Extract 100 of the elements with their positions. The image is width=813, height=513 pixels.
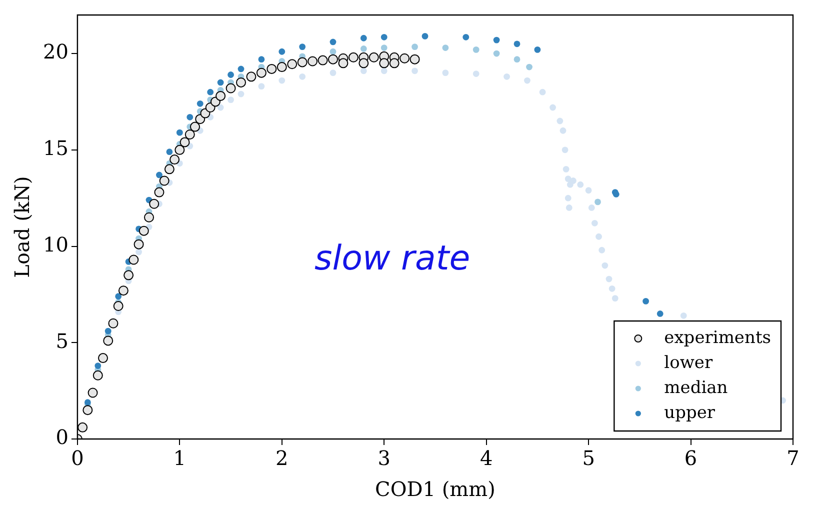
point [585, 187, 592, 194]
point [462, 34, 470, 40]
point [680, 312, 687, 319]
y-tick-label: 20 [42, 40, 68, 64]
point [166, 148, 173, 156]
point [564, 176, 572, 182]
legend-label: experiments [664, 328, 772, 348]
point [82, 405, 93, 416]
point [278, 48, 286, 55]
point [534, 46, 541, 53]
point [159, 176, 170, 186]
point [118, 286, 128, 296]
point [246, 72, 256, 82]
legend-label: lower [664, 352, 714, 373]
x-tick-label: 4 [480, 446, 493, 470]
legend-label: median [664, 378, 728, 398]
y-tick-label: 5 [56, 328, 68, 353]
point [256, 68, 266, 78]
point [328, 54, 338, 64]
point [526, 64, 532, 70]
point [184, 129, 195, 140]
point [338, 58, 348, 68]
point [228, 72, 234, 78]
x-tick-label: 2 [276, 446, 288, 470]
y-tick-label: 15 [42, 136, 68, 160]
point [136, 248, 142, 256]
point [562, 166, 570, 172]
point [186, 114, 194, 120]
point [422, 33, 428, 40]
point [389, 58, 400, 68]
point [577, 181, 584, 188]
point [360, 34, 367, 42]
point [412, 68, 418, 74]
point [228, 96, 234, 103]
point [360, 68, 367, 74]
point [180, 137, 190, 148]
point [299, 73, 306, 80]
y-tick-label: 10 [42, 232, 68, 256]
point [598, 246, 606, 254]
point [128, 254, 139, 265]
point [238, 90, 244, 98]
point [330, 38, 336, 46]
point [216, 90, 226, 101]
point [410, 54, 420, 64]
point [78, 422, 88, 432]
point [330, 48, 336, 55]
point [190, 122, 200, 132]
point [258, 83, 265, 90]
point [591, 220, 598, 226]
point [134, 239, 144, 250]
x-tick-label: 7 [786, 446, 800, 470]
x-tick-label: 5 [582, 446, 595, 470]
point [94, 362, 102, 369]
point [103, 336, 114, 346]
point [606, 276, 612, 282]
point [380, 44, 388, 51]
point [104, 328, 112, 334]
point [124, 270, 134, 280]
point [217, 79, 224, 86]
point [276, 62, 287, 72]
point [442, 44, 449, 51]
point [348, 52, 358, 62]
point [562, 146, 568, 154]
point [602, 262, 608, 269]
x-axis-title: COD1 (mm) [375, 477, 496, 502]
y-tick-label: 0 [56, 425, 68, 450]
point [217, 104, 224, 111]
point [258, 56, 265, 63]
point [299, 44, 306, 50]
point [472, 46, 480, 53]
point [308, 56, 318, 66]
point [266, 64, 277, 74]
point [330, 70, 336, 76]
point [278, 77, 286, 84]
point [472, 70, 480, 77]
point [596, 233, 602, 240]
y-axis-title: Load (kN) [10, 176, 34, 278]
point [566, 204, 572, 211]
point [493, 36, 500, 44]
point [514, 56, 520, 63]
point [236, 77, 246, 88]
point [115, 293, 122, 300]
point [238, 66, 244, 72]
point [560, 127, 566, 134]
point [207, 88, 214, 96]
point [176, 129, 183, 136]
point [318, 55, 328, 66]
point [154, 187, 164, 198]
point [442, 70, 449, 76]
point [174, 144, 185, 155]
point [164, 164, 174, 174]
point [564, 194, 572, 202]
point [170, 154, 180, 165]
point [612, 295, 618, 302]
point [493, 50, 500, 57]
point [539, 88, 546, 96]
annotation: slow rate [314, 238, 470, 279]
point [144, 212, 154, 222]
point [297, 57, 308, 68]
point [380, 34, 388, 40]
